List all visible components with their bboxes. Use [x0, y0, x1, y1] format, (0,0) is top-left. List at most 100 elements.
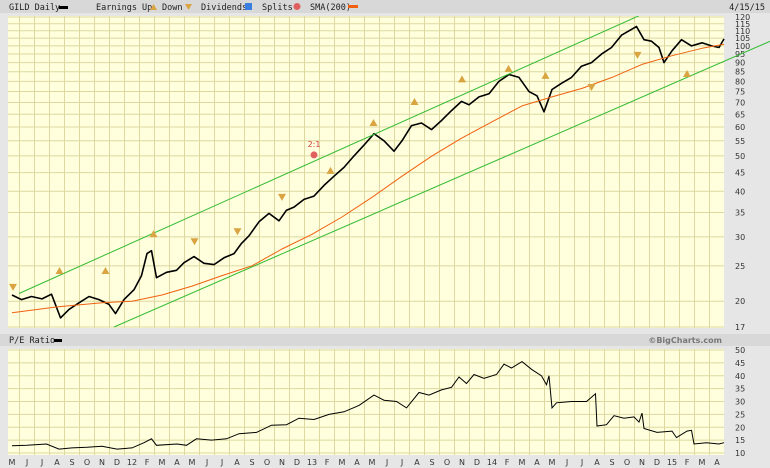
split-label: 2:1 [308, 140, 321, 149]
price-tick-label: 115 [735, 20, 750, 29]
earnings-up-marker [683, 69, 691, 77]
pe-tick-label: 45 [735, 359, 745, 368]
price-tick-label: 105 [735, 34, 750, 43]
earnings-up-marker [369, 119, 378, 127]
pe-tick-label: 30 [735, 398, 745, 407]
legend-sma-swatch [348, 5, 358, 8]
x-tick-label: J [565, 458, 568, 467]
price-tick-label: 25 [735, 262, 745, 271]
pe-tick-label: 40 [735, 372, 745, 381]
x-tick-label: A [174, 458, 180, 467]
x-tick-label: A [414, 458, 420, 467]
price-tick-label: 75 [735, 88, 745, 97]
x-tick-label: 12 [127, 458, 137, 467]
price-panel-header [0, 0, 770, 13]
earnings-up-marker [410, 98, 419, 106]
x-tick-label: J [385, 458, 388, 467]
dividend-icon [245, 3, 252, 10]
ticker-title: GILD Daily [9, 3, 60, 13]
x-tick-label: D [654, 458, 660, 467]
x-tick-label: M [189, 458, 196, 467]
pe-tick-label: 25 [735, 410, 745, 419]
x-tick-label: M [699, 458, 706, 467]
price-tick-label: 35 [735, 208, 745, 217]
price-tick-label: 85 [735, 68, 745, 77]
earnings-up-marker [326, 166, 335, 174]
earnings-down-marker [633, 51, 642, 59]
pe-ratio-line [11, 360, 725, 450]
split-marker [310, 151, 318, 159]
x-tick-label: D [474, 458, 480, 467]
x-tick-label: D [114, 458, 120, 467]
x-tick-label: N [99, 458, 105, 467]
earnings-down-marker [233, 228, 242, 236]
legend-earnings-down: Down [162, 3, 182, 13]
price-tick-label: 40 [735, 187, 745, 196]
x-tick-label: 14 [487, 458, 497, 467]
x-tick-label: M [549, 458, 556, 467]
legend-price-swatch [59, 6, 68, 9]
upper-channel-line [18, 16, 640, 294]
x-tick-label: F [145, 458, 150, 467]
legend-earnings-up: Earnings Up [96, 3, 152, 13]
x-tick-label: A [354, 458, 360, 467]
split-icon [293, 3, 301, 10]
price-tick-label: 55 [735, 137, 745, 146]
pe-title: P/E Ratio [9, 336, 55, 346]
pe-tick-label: 20 [735, 423, 745, 432]
x-tick-label: O [444, 458, 450, 467]
x-tick-label: J [400, 458, 403, 467]
earnings-down-marker [587, 83, 596, 91]
price-tick-label: 110 [735, 27, 750, 36]
x-tick-label: N [639, 458, 645, 467]
x-tick-label: S [609, 458, 614, 467]
x-tick-label: A [714, 458, 720, 467]
x-tick-label: S [429, 458, 434, 467]
price-tick-label: 45 [735, 169, 745, 178]
legend-dividends: Dividends [201, 3, 247, 13]
x-tick-label: N [279, 458, 285, 467]
x-tick-label: S [249, 458, 254, 467]
sma200-line [11, 43, 725, 314]
chart-date: 4/15/15 [729, 3, 765, 13]
earnings-down-marker [9, 283, 17, 291]
legend-splits: Splits [262, 3, 293, 13]
price-tick-label: 100 [735, 42, 750, 51]
x-tick-label: M [339, 458, 346, 467]
x-tick-label: A [594, 458, 600, 467]
x-tick-label: A [234, 458, 240, 467]
x-tick-label: N [459, 458, 465, 467]
x-tick-label: O [624, 458, 630, 467]
x-tick-label: 13 [307, 458, 317, 467]
x-tick-label: S [69, 458, 74, 467]
x-tick-label: J [25, 458, 28, 467]
pe-tick-label: 10 [735, 449, 745, 458]
earnings-down-marker [278, 193, 286, 201]
x-tick-label: J [580, 458, 583, 467]
price-tick-label: 30 [735, 233, 745, 242]
pe-tick-label: 35 [735, 385, 745, 394]
x-tick-label: J [220, 458, 223, 467]
x-tick-label: O [264, 458, 270, 467]
pe-panel-header [0, 334, 770, 346]
earnings-up-icon [150, 4, 157, 10]
x-tick-label: M [159, 458, 166, 467]
x-tick-label: D [294, 458, 300, 467]
price-line [11, 25, 725, 319]
x-tick-label: M [369, 458, 376, 467]
earnings-up-marker [149, 230, 158, 238]
x-tick-label: M [9, 458, 16, 467]
x-tick-label: O [84, 458, 90, 467]
price-tick-label: 20 [735, 297, 745, 306]
earnings-down-icon [185, 4, 192, 10]
x-tick-label: J [40, 458, 43, 467]
legend-sma: SMA(200) [310, 3, 351, 13]
earnings-up-marker [101, 266, 110, 274]
price-tick-label: 120 [735, 13, 750, 22]
x-tick-label: A [534, 458, 540, 467]
pe-legend-swatch [54, 339, 62, 342]
x-tick-label: M [519, 458, 526, 467]
earnings-up-marker [55, 266, 64, 274]
earnings-up-marker [458, 75, 466, 83]
